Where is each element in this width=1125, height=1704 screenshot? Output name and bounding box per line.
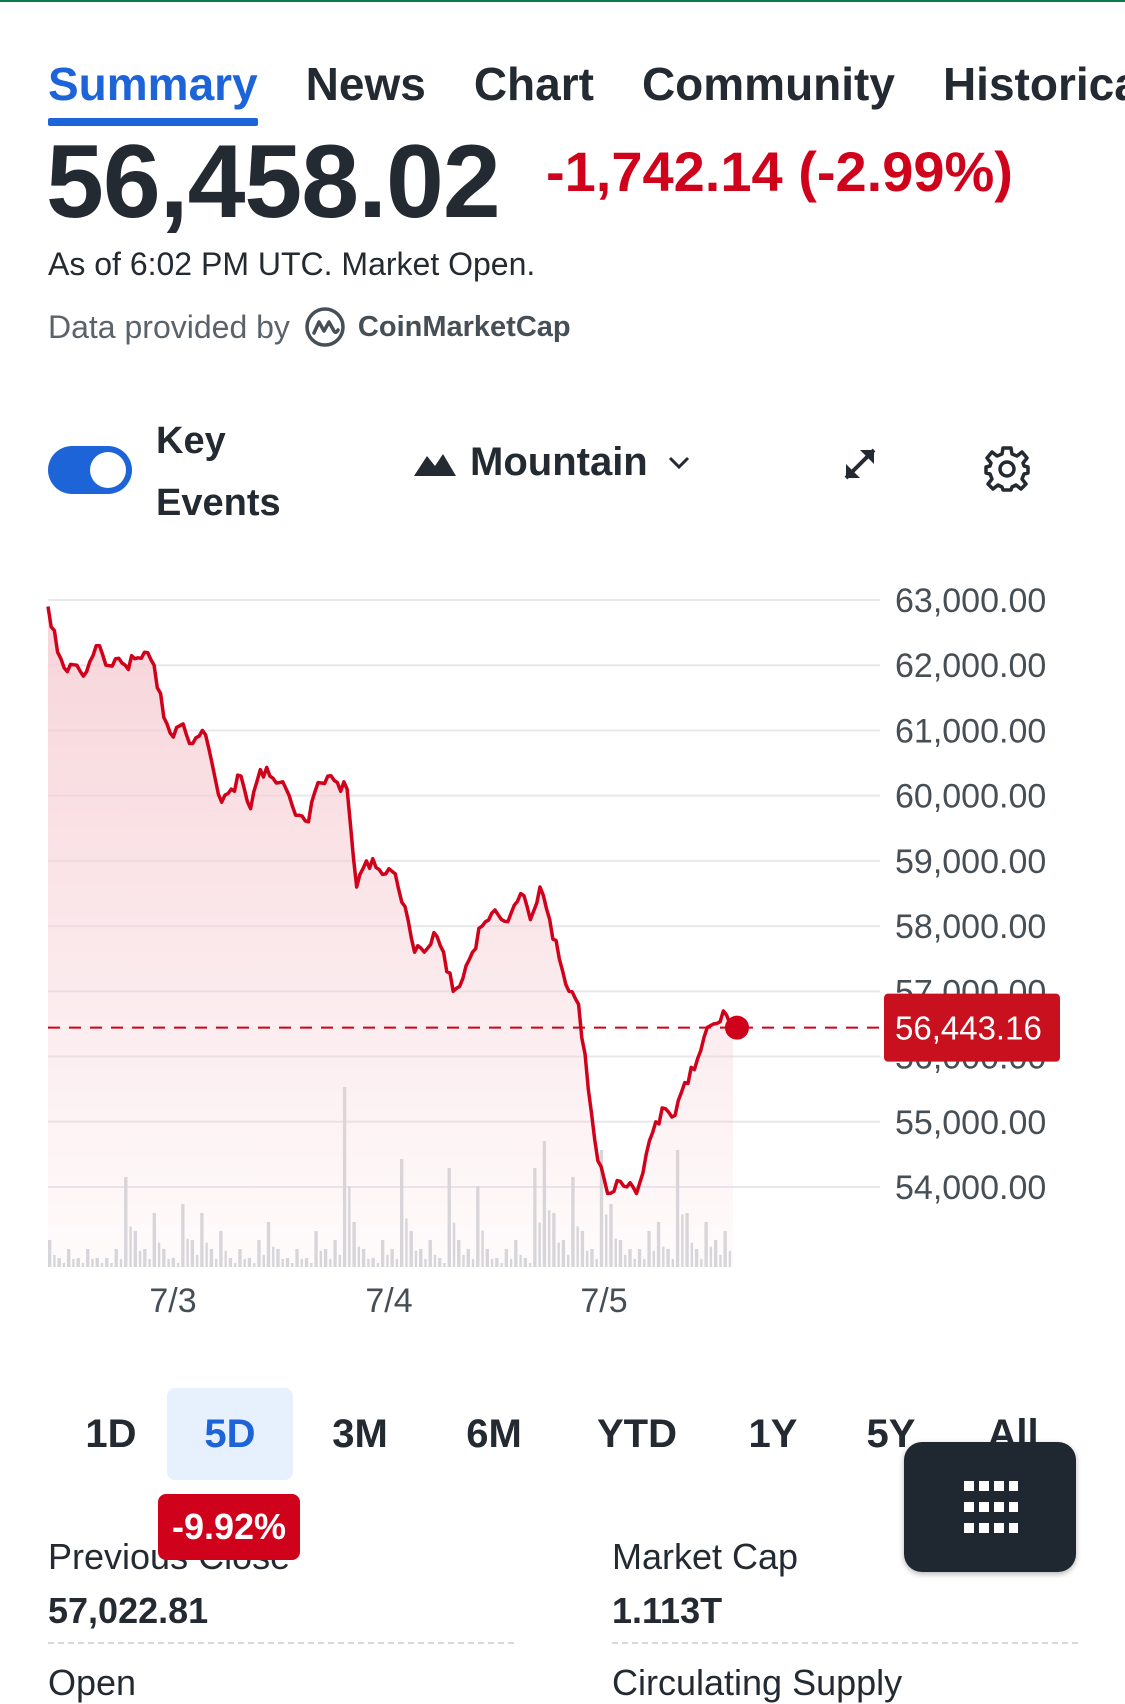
y-tick-label: 61,000.00: [895, 712, 1046, 750]
stat-divider: [48, 1642, 514, 1644]
grid-icon: [964, 1481, 1018, 1533]
tab-summary[interactable]: Summary: [48, 52, 258, 126]
top-divider: [0, 0, 1125, 2]
provider-prefix: Data provided by: [48, 308, 290, 345]
range-change-badge: -9.92%: [158, 1494, 301, 1560]
market-cap-label: Market Cap: [612, 1536, 799, 1577]
y-tick-label: 60,000.00: [895, 778, 1046, 816]
range-6m[interactable]: 6M: [466, 1412, 522, 1456]
coinmarketcap-logo[interactable]: CoinMarketCap: [304, 306, 571, 348]
range-3m[interactable]: 3M: [332, 1412, 388, 1456]
data-provider: Data provided by CoinMarketCap: [48, 306, 571, 348]
market-cap-value: 1.113T: [612, 1590, 723, 1631]
current-price: 56,458.02: [46, 124, 501, 240]
range-ytd[interactable]: YTD: [597, 1412, 677, 1456]
market-status: As of 6:02 PM UTC. Market Open.: [48, 246, 536, 282]
range-1y[interactable]: 1Y: [748, 1412, 798, 1456]
tab-community[interactable]: Community: [641, 58, 895, 110]
previous-close-value: 57,022.81: [48, 1590, 209, 1631]
quote-tabs: Summary News Chart Community Historical Data: [48, 52, 1125, 132]
price-line: [46, 606, 735, 1196]
chevron-down-icon: [668, 456, 689, 469]
stat-divider: [612, 1642, 1078, 1644]
toggle-knob: [90, 452, 126, 488]
mountain-icon: [414, 453, 456, 476]
y-tick-label: 63,000.00: [895, 582, 1046, 620]
range-selector: 1D 5D 3M 6M YTD 1Y 5Y All: [48, 1388, 1088, 1484]
chart-type-label: Mountain: [470, 440, 648, 484]
y-tick-label: 58,000.00: [895, 908, 1046, 946]
coinmarketcap-icon: [305, 307, 345, 347]
y-tick-label: 59,000.00: [895, 843, 1046, 881]
x-tick-label: 7/4: [365, 1282, 412, 1320]
key-events-toggle[interactable]: [48, 446, 132, 494]
range-5d[interactable]: 5D: [167, 1388, 293, 1480]
y-tick-label: 55,000.00: [895, 1104, 1046, 1142]
gear-icon[interactable]: [982, 444, 1032, 494]
x-tick-label: 7/3: [149, 1282, 196, 1320]
range-1d[interactable]: 1D: [85, 1412, 137, 1456]
circulating-supply-label: Circulating Supply: [612, 1662, 903, 1703]
price-chart[interactable]: 63,000.00 62,000.00 61,000.00 60,000.00 59,0…: [0, 560, 1125, 1320]
chart-type-dropdown[interactable]: Mountain: [414, 440, 690, 485]
tab-news[interactable]: News: [305, 58, 426, 110]
tab-historical-data[interactable]: Historical Data: [942, 58, 1125, 110]
provider-name: CoinMarketCap: [357, 310, 571, 343]
tab-chart[interactable]: Chart: [473, 58, 594, 110]
x-tick-label: 7/5: [580, 1282, 627, 1320]
y-tick-label: 54,000.00: [895, 1169, 1046, 1207]
current-price-box: [884, 993, 1060, 1062]
price-area: [48, 606, 733, 1267]
expand-icon[interactable]: [840, 444, 880, 484]
quick-menu-button[interactable]: [904, 1442, 1076, 1572]
key-events-label: Key Events: [156, 420, 281, 524]
open-label: Open: [48, 1662, 137, 1703]
current-price-dot: [725, 1015, 749, 1040]
current-price-label: 56,443.16: [895, 1010, 1042, 1047]
y-tick-label: 62,000.00: [895, 647, 1046, 685]
price-change: -1,742.14 (-2.99%): [546, 140, 1013, 203]
